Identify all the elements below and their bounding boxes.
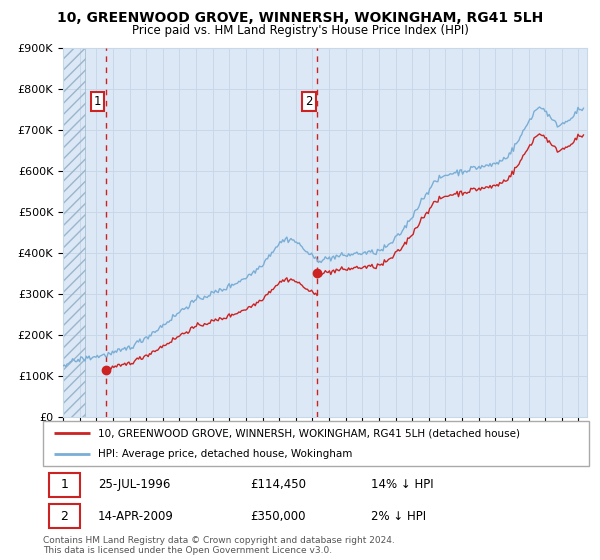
Text: £350,000: £350,000: [251, 510, 306, 523]
Text: HPI: Average price, detached house, Wokingham: HPI: Average price, detached house, Woki…: [98, 449, 352, 459]
Text: 10, GREENWOOD GROVE, WINNERSH, WOKINGHAM, RG41 5LH (detached house): 10, GREENWOOD GROVE, WINNERSH, WOKINGHAM…: [98, 428, 520, 438]
Bar: [63, 48, 85, 417]
Text: 25-JUL-1996: 25-JUL-1996: [98, 478, 170, 492]
FancyBboxPatch shape: [43, 421, 589, 466]
Text: Contains HM Land Registry data © Crown copyright and database right 2024.
This d: Contains HM Land Registry data © Crown c…: [43, 536, 395, 556]
Text: 2% ↓ HPI: 2% ↓ HPI: [371, 510, 426, 523]
Text: Price paid vs. HM Land Registry's House Price Index (HPI): Price paid vs. HM Land Registry's House …: [131, 24, 469, 37]
Text: 2: 2: [305, 95, 313, 108]
Text: 1: 1: [94, 95, 101, 108]
Text: 10, GREENWOOD GROVE, WINNERSH, WOKINGHAM, RG41 5LH: 10, GREENWOOD GROVE, WINNERSH, WOKINGHAM…: [57, 11, 543, 25]
Text: 14% ↓ HPI: 14% ↓ HPI: [371, 478, 433, 492]
Bar: [63, 48, 85, 417]
FancyBboxPatch shape: [49, 505, 80, 528]
Text: £114,450: £114,450: [251, 478, 307, 492]
Text: 1: 1: [61, 478, 68, 492]
Text: 2: 2: [61, 510, 68, 523]
FancyBboxPatch shape: [49, 473, 80, 497]
Text: 14-APR-2009: 14-APR-2009: [98, 510, 173, 523]
